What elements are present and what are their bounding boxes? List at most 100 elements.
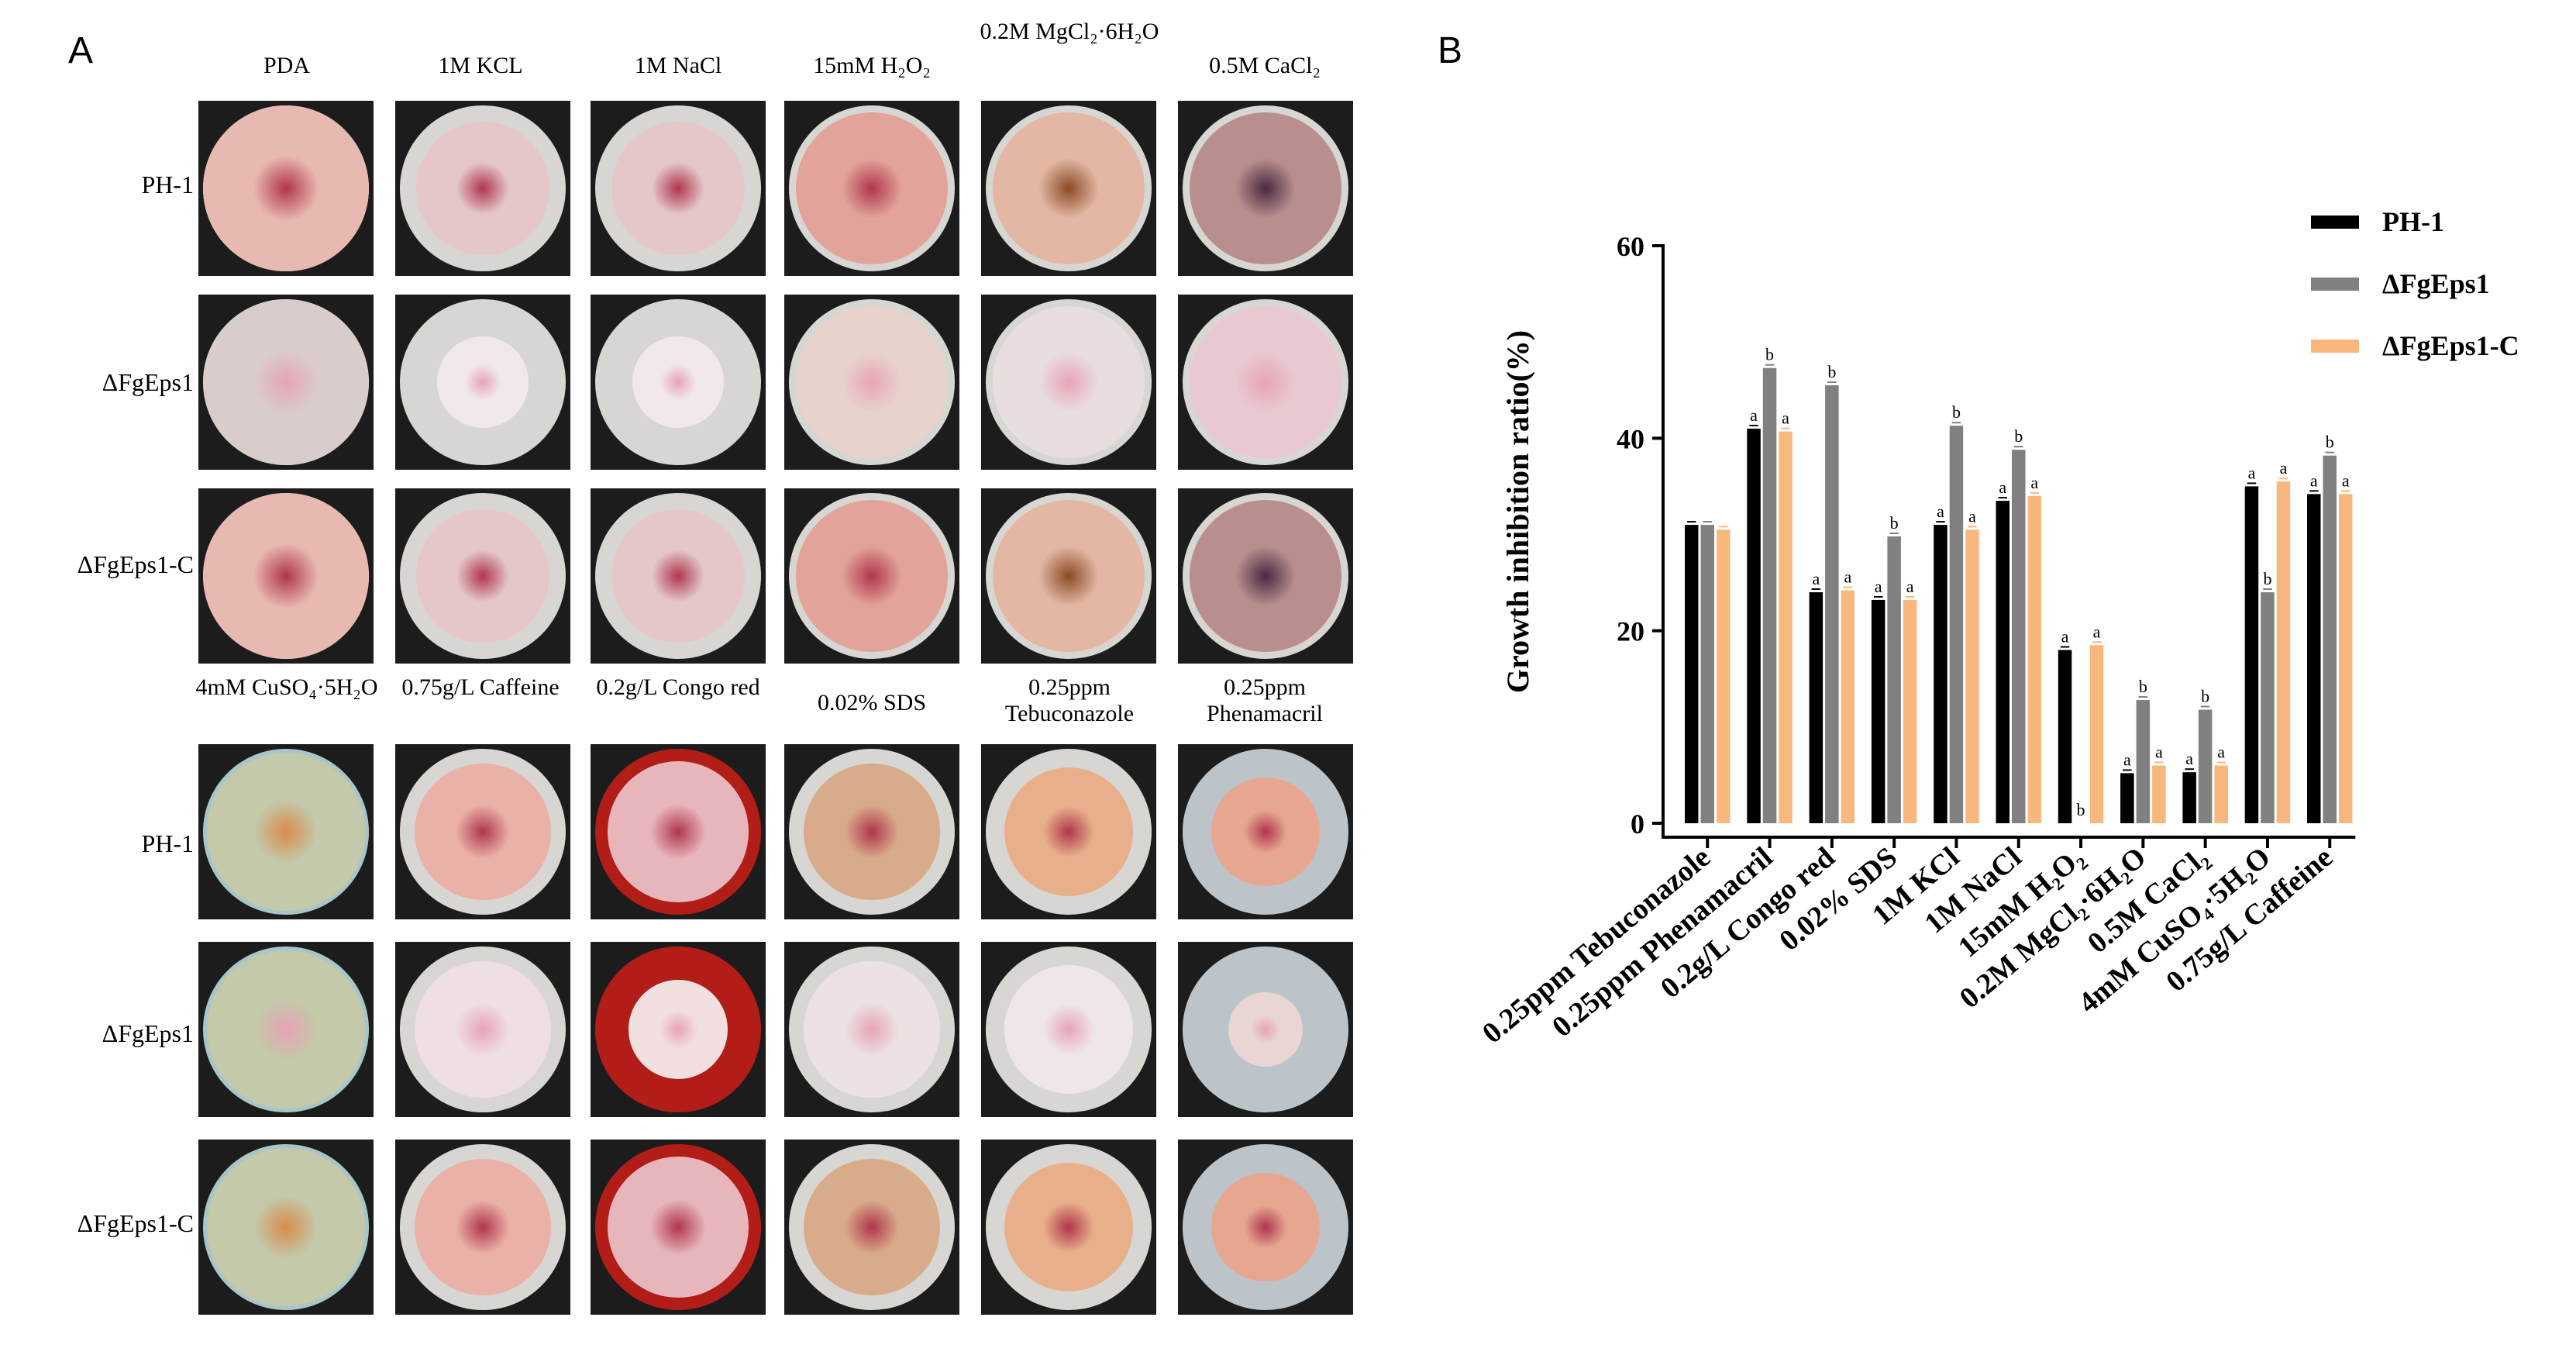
col-header-cacl2: 0.5M CaCl₂ [1209,53,1321,78]
row-label-eps1-bottom: ΔFgEps1 [102,1019,194,1047]
bar-2-7 [2152,765,2166,823]
colony-plate-image [395,295,570,470]
fungal-colony [1189,499,1342,653]
legend-swatch-1 [2311,278,2359,291]
fungal-colony [608,761,749,902]
fungal-colony [416,122,549,255]
colony-plate-image [591,1140,766,1315]
colony-plate-image [591,101,766,276]
panel-a-letter: A [68,30,94,71]
colony-plate-image [1178,101,1353,276]
y-tick-label: 0 [1631,809,1644,840]
colony-plate-image [395,942,570,1117]
col-header-h2o2: 15mM H₂O₂ [813,53,931,78]
significance-letter: a [1999,478,2006,497]
row-label-eps1c-bottom: ΔFgEps1-C [77,1209,194,1237]
fungal-colony [608,1157,749,1298]
col-header-sds: 0.02% SDS [817,690,927,715]
legend-label-0: PH-1 [2382,206,2444,237]
significance-letter: b [2014,426,2023,446]
colony-plate-image [1178,295,1353,470]
colony-plate-image [784,488,959,664]
y-tick-label: 60 [1617,231,1644,262]
colony-plate-image [395,101,570,276]
significance-letter: a [2310,471,2318,490]
colony-plate-image [784,101,959,276]
significance-letter: a [2155,743,2163,762]
legend-label-1: ΔFgEps1 [2382,268,2490,299]
legend-swatch-2 [2311,340,2359,353]
significance-letter: a [1968,506,1976,526]
bar-2-1 [1779,431,1793,823]
fungal-colony [415,1159,551,1295]
fungal-colony [1004,1162,1134,1292]
colony-plate-image [198,101,374,276]
fungal-colony [1211,1173,1320,1281]
col-header-nacl: 1M NaCl [634,53,722,78]
fungal-colony [203,105,369,271]
significance-letter: a [1937,502,1944,521]
fungal-colony [203,299,369,465]
significance-letter: b [1827,362,1836,381]
colony-plate-image [981,1140,1156,1315]
fungal-colony [437,336,529,428]
legend-swatch-0 [2311,216,2359,229]
colony-plate-image [395,1140,570,1315]
colony-plate-image [784,744,959,919]
legend-label-2: ΔFgEps1-C [2382,330,2519,361]
significance-letter: a [2248,463,2256,482]
colony-plate-image [1178,942,1353,1117]
y-tick-label: 20 [1617,616,1644,647]
bar-0-10 [2307,494,2321,823]
fungal-colony [804,961,940,1098]
bar-0-0 [1685,525,1699,823]
y-axis-label: Growth inhibition ratio(%) [1500,330,1535,693]
bar-0-2 [1809,592,1824,823]
bar-2-4 [1965,529,1979,823]
significance-letter: a [1782,409,1789,428]
bar-1-0 [1700,525,1714,823]
bar-2-2 [1841,590,1855,823]
colony-plate-image [198,488,374,664]
fungal-colony [611,122,745,255]
bar-0-1 [1747,428,1761,823]
row-label-ph1-top: PH-1 [141,171,194,198]
colony-plate-image [981,488,1156,664]
colony-plate-image [395,744,570,919]
colony-plate-image [784,942,959,1117]
colony-plate-image [198,295,374,470]
chart-bars [1685,364,2353,824]
colony-plate-image [198,1140,374,1315]
bar-2-9 [2276,481,2291,823]
fungal-colony [632,336,724,428]
bar-2-3 [1903,599,1917,823]
panel-b-letter: B [1438,30,1463,71]
fungal-colony [992,499,1145,653]
bar-0-3 [1871,599,1886,823]
significance-letter: a [1844,567,1851,587]
significance-letter: b [2077,800,2085,819]
row-label-eps1c-top: ΔFgEps1-C [77,550,194,578]
fungal-colony [804,1159,940,1295]
fungal-colony [992,305,1145,459]
colony-plate-image [591,295,766,470]
bar-2-8 [2214,765,2228,823]
col-header-pda: PDA [263,53,310,78]
row-label-eps1-top: ΔFgEps1 [102,368,194,396]
fungal-colony [415,961,551,1098]
significance-letter: a [1906,577,1914,596]
col-header-tebuconazole: 0.25ppm Tebuconazole [1004,674,1135,726]
colony-plate-image [1178,1140,1353,1315]
bar-0-9 [2244,486,2259,823]
significance-letter: a [2061,627,2069,647]
significance-letter: b [2326,433,2334,452]
fungal-colony [795,305,949,459]
bar-1-2 [1825,385,1839,824]
bar-1-4 [1949,426,1964,823]
bar-2-6 [2089,645,2104,823]
chart-axes: 0 20 40 60 [1617,231,2356,848]
significance-letter: a [2280,458,2288,478]
significance-letter: a [1812,569,1820,588]
bar-1-10 [2323,455,2337,823]
significance-letter: b [2201,686,2209,705]
